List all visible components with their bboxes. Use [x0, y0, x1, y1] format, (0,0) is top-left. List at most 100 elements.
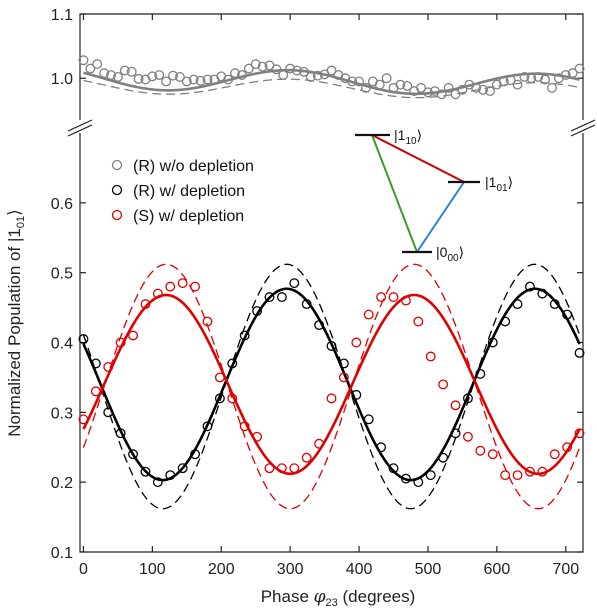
axis-break-slash: [570, 119, 596, 132]
data-point: [438, 452, 449, 463]
data-point: [227, 358, 238, 369]
data-point: [487, 449, 498, 460]
data-point: [549, 449, 560, 460]
data-point: [264, 292, 275, 303]
data-point: [78, 414, 89, 425]
x-tick-label: 600: [484, 561, 511, 578]
data-point: [236, 70, 247, 80]
data-point: [285, 63, 296, 74]
legend-marker: [111, 209, 123, 221]
data-point: [413, 477, 424, 488]
data-point: [562, 442, 573, 453]
data-point: [450, 89, 461, 100]
data-point: [128, 449, 139, 460]
data-point: [188, 74, 199, 85]
data-point: [547, 82, 557, 93]
data-point: [416, 82, 427, 93]
data-point: [402, 81, 413, 91]
data-point: [289, 278, 300, 289]
data-point: [152, 288, 163, 299]
data-point: [250, 59, 261, 70]
data-point: [214, 393, 225, 404]
fit-curve-solid: [83, 68, 580, 96]
energy-level-label: |110⟩: [394, 127, 422, 147]
data-point: [457, 84, 468, 95]
data-point: [374, 79, 385, 90]
data-point: [202, 316, 213, 327]
fit-curve-solid: [82, 293, 581, 476]
data-point: [154, 70, 165, 80]
data-point: [462, 393, 473, 404]
data-point: [202, 421, 213, 432]
transition-green: [371, 134, 418, 253]
data-point: [147, 71, 158, 82]
data-point: [174, 72, 185, 82]
data-point: [395, 79, 406, 90]
data-point: [312, 70, 323, 81]
data-point: [363, 414, 374, 425]
data-point: [243, 63, 254, 74]
data-point: [239, 330, 250, 341]
data-point: [425, 470, 436, 481]
data-point: [526, 73, 537, 84]
data-point: [376, 292, 387, 303]
transition-red: [371, 134, 465, 183]
data-point: [400, 295, 411, 306]
data-point: [574, 63, 585, 74]
data-point: [140, 299, 151, 310]
axis-break-slash: [67, 119, 93, 132]
energy-level-label: |101⟩: [485, 174, 513, 194]
data-point: [354, 76, 365, 87]
data-point: [560, 70, 571, 80]
data-point: [112, 72, 123, 82]
data-point: [227, 393, 238, 404]
data-point: [177, 278, 188, 289]
data-point: [271, 64, 282, 75]
lower-y-tick-label: 0.1: [51, 545, 73, 562]
data-point: [223, 74, 234, 85]
axis-break-marks: [66, 119, 597, 137]
x-tick-label: 700: [552, 561, 579, 578]
lower-y-tick-label: 0.2: [51, 475, 73, 492]
upper-y-tick-label: 1.1: [51, 7, 73, 24]
lower-y-tick-label: 0.6: [51, 196, 73, 213]
data-point: [425, 351, 436, 362]
data-point: [264, 463, 275, 474]
data-point: [326, 393, 337, 404]
data-point: [567, 68, 578, 79]
upper-panel: 1.0 1.1: [51, 7, 585, 120]
data-point: [562, 309, 573, 320]
data-point: [413, 316, 424, 327]
data-point: [305, 72, 316, 82]
data-point: [475, 368, 486, 379]
data-point: [519, 72, 530, 82]
data-point: [505, 75, 516, 86]
data-point: [106, 70, 116, 80]
axis-break-gap: [569, 122, 597, 131]
legend-marker: [111, 184, 123, 196]
data-point: [436, 89, 447, 100]
axis-break-gap: [66, 122, 94, 131]
data-point: [78, 334, 89, 344]
data-point: [478, 84, 489, 95]
data-point: [230, 68, 240, 79]
data-point: [103, 407, 114, 418]
data-point: [202, 74, 213, 85]
x-tick-label: 500: [415, 561, 442, 578]
data-point: [128, 330, 139, 341]
fit-curve-solid: [82, 287, 581, 482]
data-point: [276, 292, 287, 303]
data-point: [524, 281, 535, 292]
data-point: [524, 466, 535, 477]
data-point: [78, 55, 89, 66]
data-point: [400, 473, 411, 484]
lower-panel: 0.1 0.2 0.3 0.4 0.5 0.6: [51, 133, 585, 562]
x-tick-label: 0: [79, 561, 88, 578]
data-point: [115, 428, 126, 439]
x-tick-label: 200: [208, 561, 235, 578]
energy-level-label: |000⟩: [436, 244, 464, 264]
data-point: [115, 337, 126, 348]
lower-y-tick-label: 0.5: [51, 266, 73, 283]
data-point: [289, 463, 300, 474]
data-point: [278, 70, 289, 80]
